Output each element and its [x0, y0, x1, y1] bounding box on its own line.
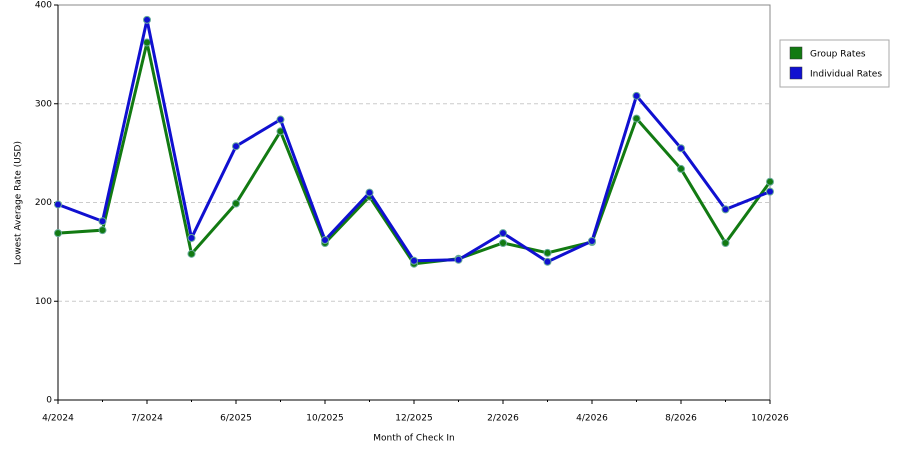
point	[365, 188, 374, 197]
legend-label: Individual Rates	[810, 70, 882, 80]
point	[543, 248, 552, 257]
x-tick-label: 6/2025	[220, 414, 252, 424]
point	[766, 187, 774, 196]
point	[54, 200, 62, 209]
x-tick-label: 4/2024	[42, 414, 74, 424]
point	[143, 38, 151, 47]
point	[721, 205, 730, 214]
point	[499, 238, 507, 247]
point	[321, 236, 329, 245]
y-tick-label: 300	[35, 99, 52, 109]
point	[187, 234, 196, 243]
x-tick-label: 12/2025	[395, 414, 432, 424]
point	[98, 217, 107, 226]
y-tick-label: 100	[35, 297, 52, 307]
legend-swatch	[789, 66, 803, 80]
point	[766, 177, 774, 186]
point	[98, 226, 107, 235]
point	[410, 256, 418, 265]
x-tick-label: 2/2026	[487, 414, 519, 424]
point	[677, 144, 685, 153]
x-tick-label: 10/2026	[751, 414, 789, 424]
point	[232, 142, 240, 151]
point	[543, 257, 552, 266]
x-tick-label: 4/2026	[576, 414, 608, 424]
x-tick-label: 7/2024	[131, 414, 163, 424]
point	[677, 164, 685, 173]
point	[187, 249, 196, 258]
series-line	[57, 42, 772, 266]
point	[588, 237, 596, 246]
x-tick-label: 8/2026	[665, 414, 697, 424]
point	[232, 199, 240, 208]
legend-swatch	[789, 46, 803, 60]
y-tick-label: 400	[35, 1, 52, 11]
point	[143, 15, 151, 24]
y-tick-label: 200	[35, 198, 52, 208]
y-tick-label: 0	[46, 396, 52, 406]
point	[632, 91, 641, 100]
y-axis-label: Lowest Average Rate (USD)	[14, 141, 24, 265]
series-line	[57, 19, 771, 264]
x-tick-label: 10/2025	[306, 414, 343, 424]
point	[54, 229, 62, 238]
x-axis-label: Month of Check In	[373, 434, 455, 444]
point	[276, 115, 285, 124]
legend-label: Group Rates	[810, 50, 866, 60]
point	[499, 229, 507, 238]
point	[454, 255, 463, 264]
point	[721, 238, 730, 247]
point	[632, 114, 641, 123]
